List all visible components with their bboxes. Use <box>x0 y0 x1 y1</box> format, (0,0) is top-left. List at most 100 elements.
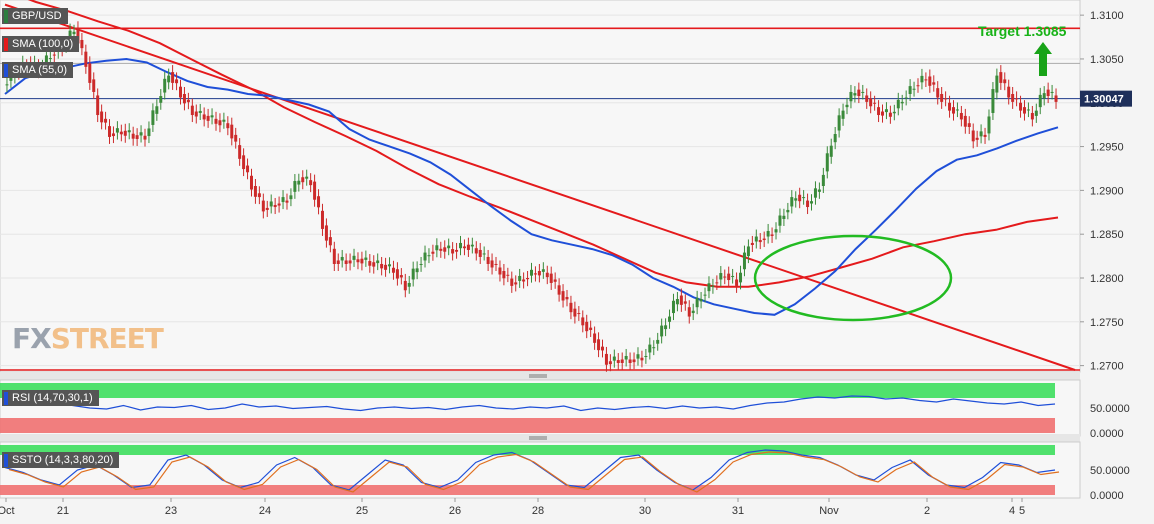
candle-body <box>628 359 632 363</box>
candle-body <box>48 58 52 60</box>
y-tick-label: 1.2950 <box>1090 142 1124 154</box>
candle-body <box>664 325 668 330</box>
candle-body <box>691 310 695 314</box>
candle-body <box>249 175 253 190</box>
candle-body <box>794 198 798 201</box>
candle-body <box>80 39 84 49</box>
candle-body <box>514 282 518 285</box>
candle-body <box>837 115 841 131</box>
candle-body <box>171 72 175 83</box>
candle-body <box>632 359 636 363</box>
candle-body <box>959 112 963 120</box>
candle-body <box>648 344 652 353</box>
highlight-ellipse <box>753 234 953 322</box>
candle-body <box>585 321 589 332</box>
candle-body <box>246 165 250 173</box>
legend-symbol[interactable]: GBP/USD <box>2 8 68 24</box>
candle-body <box>52 54 56 56</box>
candle-body <box>644 355 648 357</box>
candle-body <box>719 273 723 280</box>
candle-body <box>96 95 100 116</box>
candle-body <box>305 176 309 179</box>
legend-ssto[interactable]: SSTO (14,3,3,80,20) <box>2 452 120 468</box>
candle-body <box>344 260 348 264</box>
candle-body <box>44 55 48 64</box>
candle-body <box>510 278 514 286</box>
candle-body <box>506 274 510 276</box>
candle-body <box>518 275 522 281</box>
candle-body <box>766 230 770 237</box>
candle-body <box>439 248 443 251</box>
candle-body <box>1022 107 1026 114</box>
candle-body <box>1015 98 1019 100</box>
candle-body <box>242 155 246 170</box>
candle-body <box>656 339 660 344</box>
sma55-label: SMA (55,0) <box>12 64 68 76</box>
candle-body <box>1042 93 1046 99</box>
candle-body <box>770 234 774 236</box>
legend-sma55[interactable]: SMA (55,0) <box>2 62 74 78</box>
candle-body <box>222 119 226 122</box>
rsi-oversold-zone <box>0 418 1055 433</box>
candle-body <box>983 134 987 137</box>
candle-body <box>671 300 675 314</box>
candle-body <box>739 272 743 283</box>
candle-body <box>833 134 837 143</box>
candle-body <box>269 201 273 207</box>
x-tick-label: 26 <box>449 505 461 517</box>
candle-body <box>431 251 435 254</box>
candle-body <box>230 124 234 139</box>
y-tick-label: 1.2700 <box>1090 361 1124 373</box>
candle-body <box>115 128 119 133</box>
candle-body <box>123 130 127 136</box>
panel-resize-handle-1[interactable] <box>0 372 1080 380</box>
candle-body <box>498 267 502 275</box>
candle-body <box>731 275 735 277</box>
candle-body <box>92 79 96 92</box>
candle-body <box>466 244 470 250</box>
candle-body <box>600 346 604 351</box>
candle-body <box>285 200 289 203</box>
candle-body <box>932 82 936 85</box>
candle-body <box>419 263 423 265</box>
candle-body <box>892 111 896 114</box>
candle-body <box>395 269 399 279</box>
candle-body <box>155 106 159 114</box>
legend-sma100[interactable]: SMA (100,0) <box>2 36 80 52</box>
legend-rsi[interactable]: RSI (14,70,30,1) <box>2 390 99 406</box>
candle-body <box>904 97 908 99</box>
candle-body <box>754 236 758 242</box>
candle-body <box>1050 91 1054 93</box>
candle-body <box>84 51 88 67</box>
candle-body <box>360 258 364 264</box>
rsi-line <box>4 395 1056 412</box>
candle-body <box>869 98 873 107</box>
candle-body <box>147 128 151 137</box>
candle-body <box>1011 94 1015 102</box>
ssto-overbought-zone <box>0 445 1055 455</box>
candle-body <box>798 194 802 202</box>
x-tick-label: 31 <box>732 505 744 517</box>
candle-body <box>451 249 455 254</box>
candle-body <box>940 94 944 102</box>
ssto-oversold-zone <box>0 485 1055 495</box>
candle-body <box>127 130 131 133</box>
panel-resize-handle-2[interactable] <box>0 434 1080 442</box>
candle-body <box>565 296 569 300</box>
candle-body <box>5 84 9 86</box>
trendline <box>4 3 1076 371</box>
candle-body <box>849 91 853 102</box>
symbol-label: GBP/USD <box>12 10 62 22</box>
candle-body <box>813 188 817 198</box>
candle-body <box>411 268 415 280</box>
x-tick-label: 21 <box>57 505 69 517</box>
candle-body <box>494 263 498 265</box>
candle-body <box>727 273 731 281</box>
candle-body <box>328 237 332 246</box>
candle-body <box>991 89 995 113</box>
candle-body <box>735 279 739 286</box>
candle-body <box>853 93 857 96</box>
candle-body <box>332 248 336 264</box>
candle-body <box>182 94 186 104</box>
rsi-overbought-zone <box>0 383 1055 398</box>
